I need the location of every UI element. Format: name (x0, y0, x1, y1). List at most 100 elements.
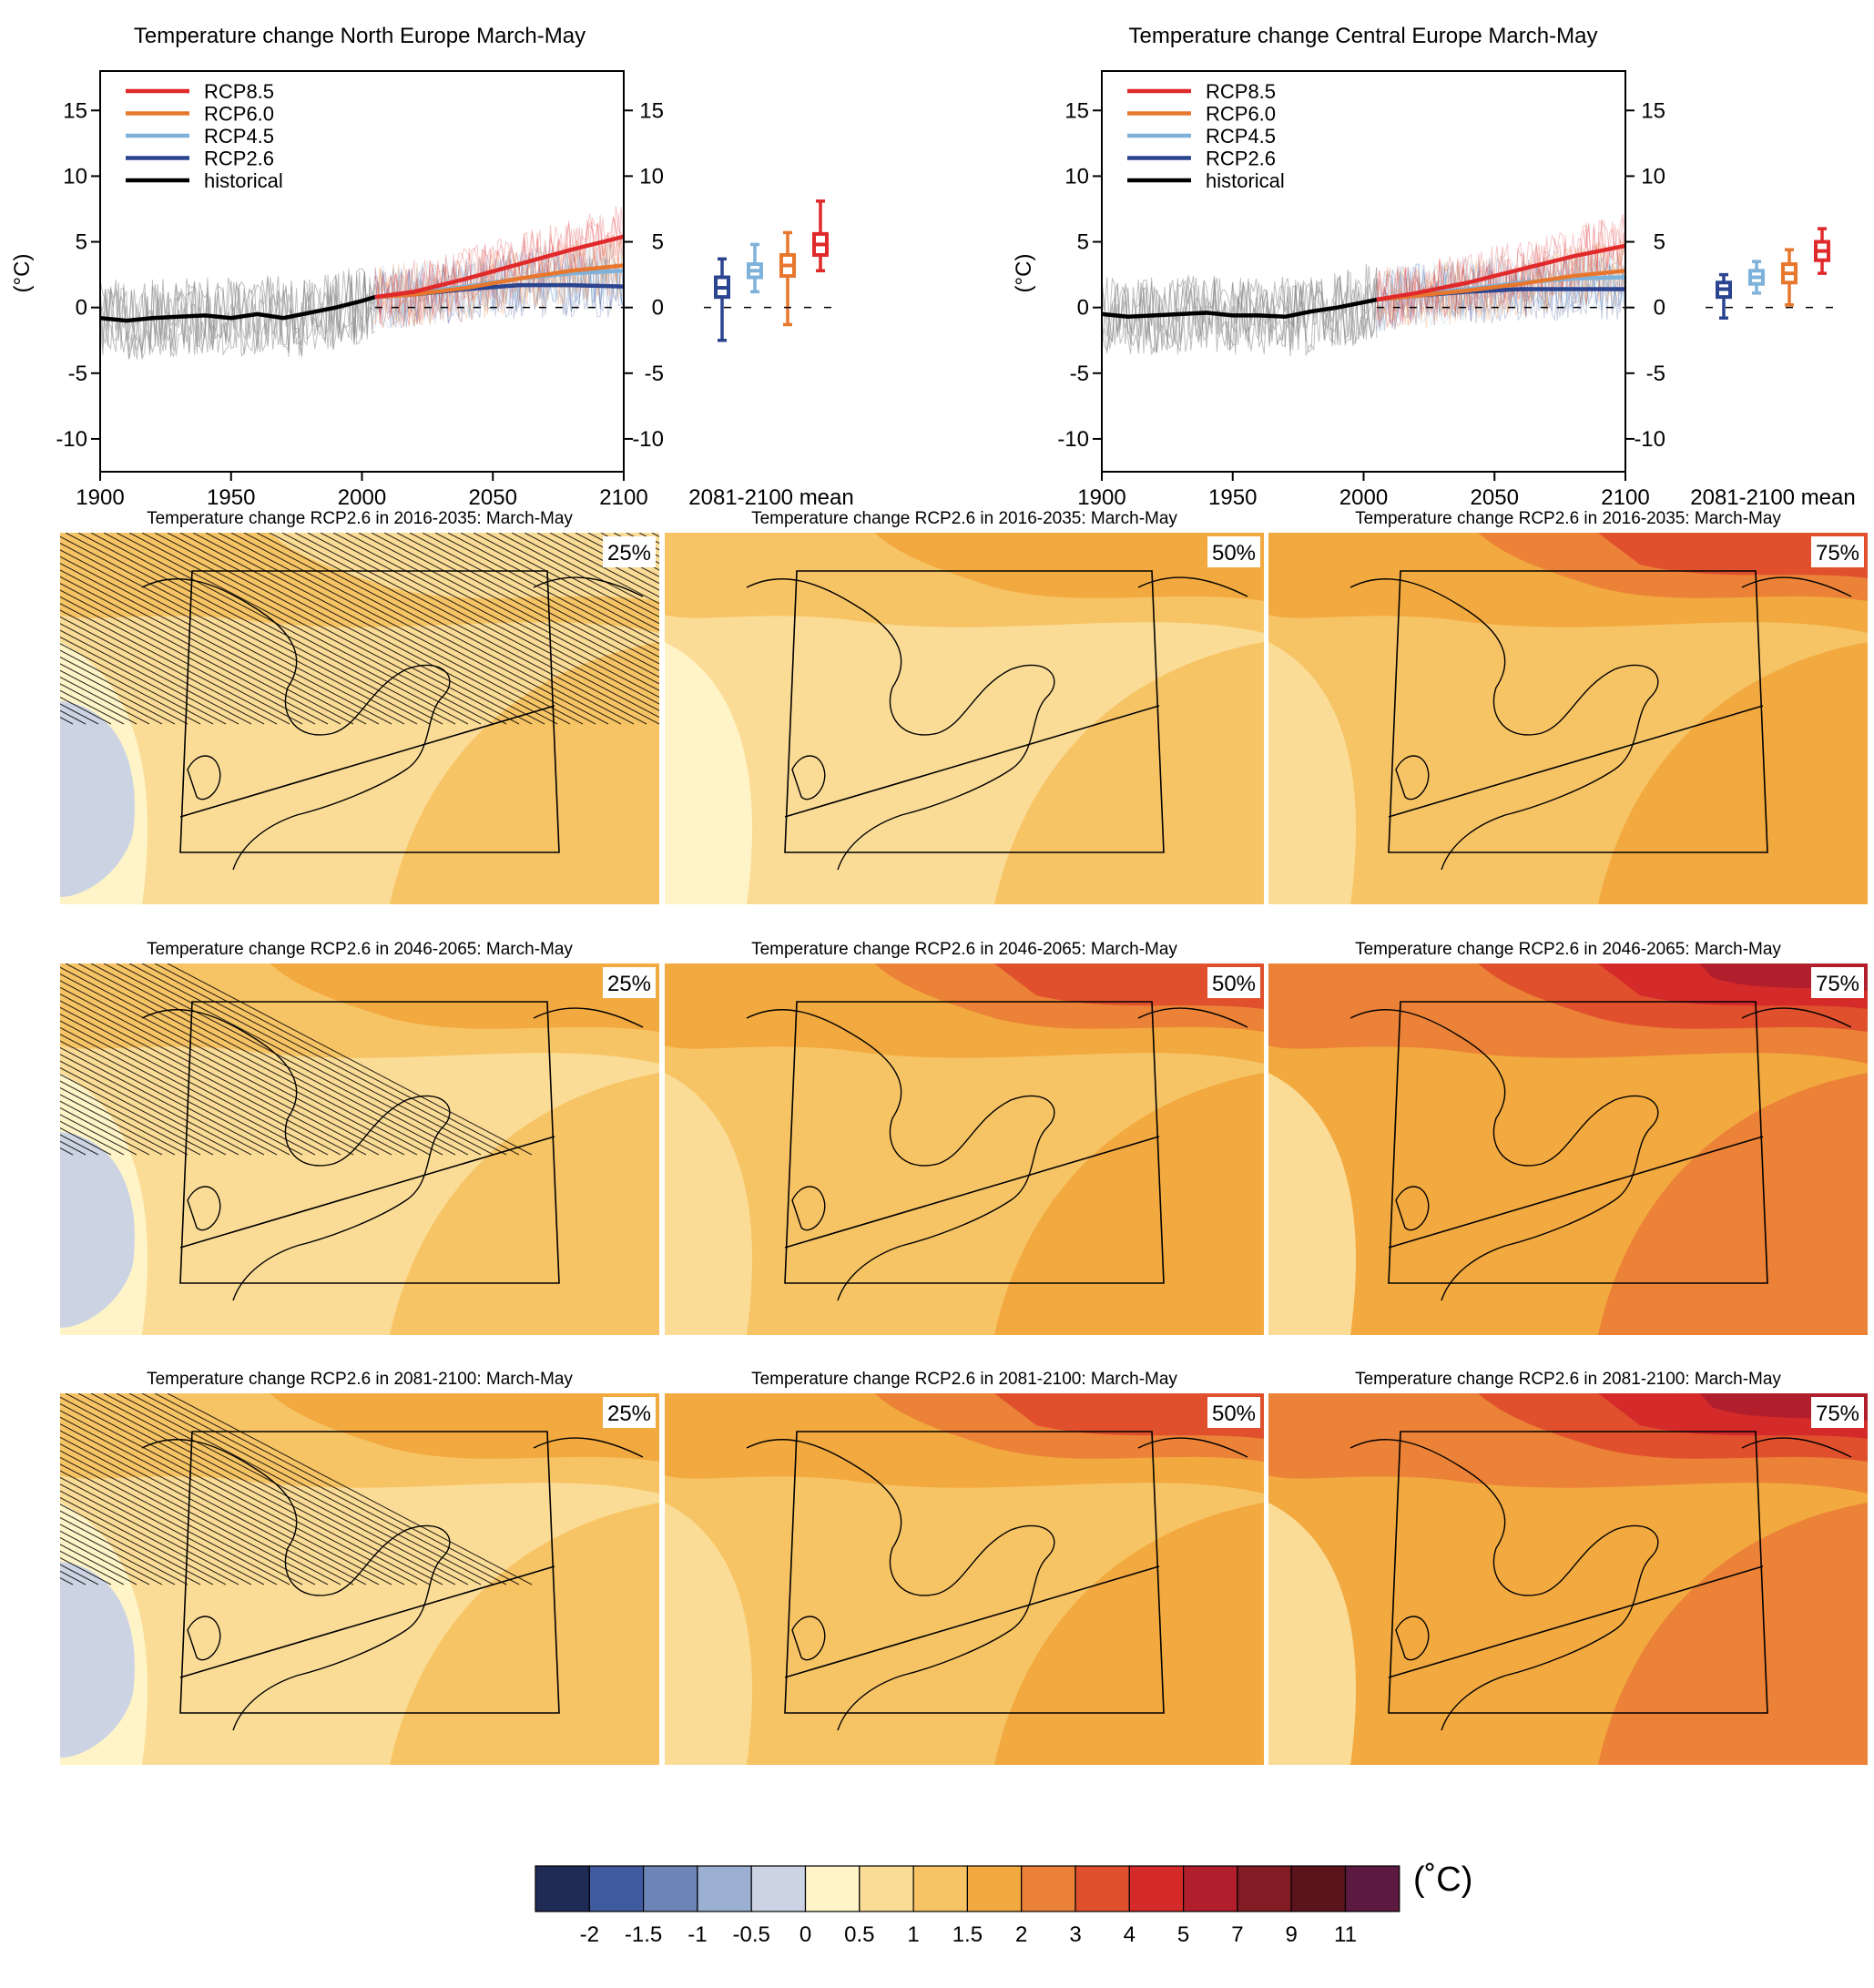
region-box (1388, 1431, 1768, 1714)
legend-label: historical (204, 169, 283, 192)
map-panel-1: Temperature change RCP2.6 in 2016-2035: … (60, 509, 659, 904)
hatch-line (269, 533, 635, 725)
hatch-line (371, 533, 659, 685)
hatch-line (60, 616, 265, 725)
hatch-line (128, 533, 494, 725)
y-tick-label: 15 (63, 98, 87, 123)
hatch-line (422, 533, 659, 658)
map-field (665, 1393, 1264, 1765)
boxplot-rcp26 (1716, 272, 1732, 320)
hatch-line (60, 1396, 418, 1585)
map-field (60, 1393, 659, 1765)
colorbar-swatch (697, 1865, 752, 1912)
legend-label: RCP2.6 (1206, 148, 1276, 170)
percentile-label: 75% (1816, 1402, 1859, 1426)
coastline (1349, 1437, 1852, 1731)
hatch-line (116, 963, 482, 1156)
historical-member-line (99, 274, 376, 360)
series-line-rcp60 (1376, 269, 1626, 302)
y-tick-label: 0 (1077, 296, 1089, 321)
chart-title: Temperature change North Europe March-Ma… (134, 24, 586, 48)
y-tick-label: 15 (1641, 98, 1665, 123)
percentile-label: 25% (607, 972, 651, 996)
hatch-line (60, 1490, 239, 1585)
boxplot-rcp45 (747, 242, 763, 294)
colorbar-swatch (1237, 1865, 1292, 1912)
hatch-line (60, 1504, 214, 1585)
hatch-line (65, 1393, 431, 1585)
contour-north-core (993, 1393, 1264, 1439)
contour-east (1597, 1073, 1868, 1335)
series-line-historical (99, 294, 376, 323)
map-panel-4: Temperature change RCP2.6 in 2046-2065: … (60, 940, 659, 1335)
colorbar-swatch (535, 1865, 590, 1912)
hatch-line (60, 1524, 176, 1585)
contour-east (993, 1073, 1264, 1335)
map-field (60, 533, 659, 904)
contour-west (665, 1503, 752, 1765)
hatch-line (179, 533, 545, 725)
coastline (141, 1007, 644, 1301)
hatch-line (60, 1536, 150, 1585)
scenario-member-line (1376, 258, 1626, 331)
hatch-line (60, 683, 137, 725)
hatch-line (60, 1086, 188, 1156)
y-tick-label: -10 (632, 427, 664, 452)
map-body: 75% (1268, 963, 1868, 1335)
hatch-line (473, 533, 659, 631)
contour-cooling (60, 701, 135, 897)
percentile-badge-bg (603, 967, 656, 998)
contour-north-inner (874, 533, 1264, 601)
hatch-line (60, 663, 176, 725)
hatch-line (60, 1436, 341, 1585)
series-line-rcp85 (1376, 243, 1626, 302)
hatch-line (116, 1393, 482, 1585)
hatch-line (60, 980, 392, 1156)
legend-label: historical (1206, 169, 1285, 192)
colorbar-swatch (1074, 1865, 1130, 1912)
hatch-line (307, 533, 659, 719)
map-panel-7: Temperature change RCP2.6 in 2081-2100: … (60, 1370, 659, 1765)
hatch-line (60, 1060, 239, 1156)
contour-west (1268, 1073, 1356, 1335)
boxplot-label: 2081-2100 mean (1690, 485, 1855, 510)
percentile-label: 75% (1816, 541, 1859, 566)
hatch-line (60, 1510, 201, 1585)
y-axis-label: (°C) (1012, 254, 1036, 293)
boxplot-rcp45 (1748, 260, 1765, 295)
hatch-line (103, 1393, 469, 1585)
region-divider (179, 1565, 555, 1678)
hatch-line (60, 1402, 405, 1585)
map-panel-9: Temperature change RCP2.6 in 2081-2100: … (1268, 1370, 1868, 1765)
region-box (179, 570, 560, 853)
region-box (179, 1431, 560, 1714)
hatch-line (60, 569, 354, 725)
colorbar-swatch (1021, 1865, 1076, 1912)
hatch-line (60, 1483, 252, 1585)
percentile-label: 25% (607, 1402, 651, 1426)
colorbar-swatch (859, 1865, 914, 1912)
map-panel-2: Temperature change RCP2.6 in 2016-2035: … (665, 509, 1264, 904)
contour-cooling (60, 1562, 135, 1758)
scenario-member-line (1376, 249, 1626, 326)
y-tick-label: 15 (1064, 98, 1089, 123)
map-field (1268, 533, 1868, 904)
percentile-badge-bg (603, 536, 656, 567)
hatch-line (192, 533, 558, 725)
percentile-badge-bg (1811, 967, 1864, 998)
hatch-line (60, 1066, 227, 1156)
contour-north-inner (270, 1393, 659, 1462)
y-tick-label: 10 (639, 164, 664, 189)
hatch-line (60, 676, 150, 725)
boxplot-rcp60 (779, 230, 796, 327)
scenario-member-line (374, 212, 625, 328)
region-box (784, 1431, 1165, 1714)
hatch-line (536, 533, 659, 597)
y-tick-label: -10 (1057, 427, 1089, 452)
legend-label: RCP4.5 (1206, 125, 1276, 148)
scenario-member-line (374, 243, 625, 325)
series-line-rcp85 (374, 234, 625, 300)
map-field (1268, 1393, 1868, 1765)
x-tick-label: 2100 (1601, 485, 1649, 510)
map-body: 75% (1268, 533, 1868, 904)
